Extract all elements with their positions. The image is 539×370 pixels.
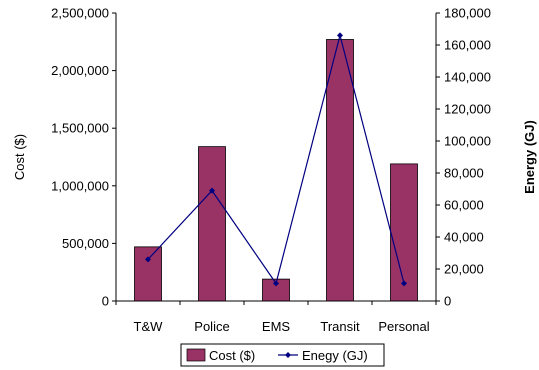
bar: [390, 163, 418, 302]
x-tick-label: EMS: [262, 319, 291, 334]
y2-tick-label: 0: [444, 294, 451, 309]
line-point: [273, 280, 279, 287]
y2-tick-label: 160,000: [444, 38, 491, 53]
y2-tick-label: 80,000: [444, 166, 484, 181]
bar-series: [134, 39, 418, 302]
y-tick-label: 0: [102, 294, 109, 309]
line-point: [337, 32, 343, 39]
y2-tick-label: 120,000: [444, 102, 491, 117]
y2-tick-label: 40,000: [444, 230, 484, 245]
y2-tick-label: 60,000: [444, 198, 484, 213]
x-axis-ticks: T&W Police EMS Transit Personal: [115, 301, 437, 334]
line-point: [209, 187, 215, 194]
bar: [134, 246, 162, 302]
legend-bar-label: Cost ($): [209, 348, 255, 363]
line-path: [147, 35, 405, 285]
y-tick-label: 500,000: [62, 236, 109, 251]
x-tick-label: Personal: [378, 319, 429, 334]
line-point: [145, 256, 151, 263]
y2-tick-label: 100,000: [444, 134, 491, 149]
x-tick-label: Transit: [320, 319, 360, 334]
x-tick-label: Police: [194, 319, 229, 334]
y-tick-label: 1,000,000: [51, 178, 109, 193]
y-tick-label: 2,500,000: [51, 6, 109, 21]
y2-tick-label: 180,000: [444, 6, 491, 21]
y2-axis-ticks: 0 20,000 40,000 60,000 80,000 100,000 120,000 1…: [436, 6, 491, 309]
y-axis-ticks: 0 500,000 1,000,000 1,500,000 2,000,000 2,500…: [51, 6, 116, 309]
bar: [326, 39, 354, 302]
y-tick-label: 2,000,000: [51, 63, 109, 78]
y-tick-label: 1,500,000: [51, 121, 109, 136]
y2-axis-title: Energy (GJ): [522, 120, 537, 194]
y2-tick-label: 140,000: [444, 70, 491, 85]
legend: Cost ($) Enegy (GJ): [180, 343, 385, 367]
legend-bar-swatch: [186, 348, 206, 362]
legend-line-label: Enegy (GJ): [302, 348, 368, 363]
y-axis-title: Cost ($): [12, 134, 27, 180]
x-tick-label: T&W: [134, 319, 164, 334]
bar: [198, 146, 226, 302]
line-series: [145, 32, 407, 287]
y2-tick-label: 20,000: [444, 262, 484, 277]
line-point: [401, 280, 407, 287]
legend-line-marker: [285, 352, 291, 358]
